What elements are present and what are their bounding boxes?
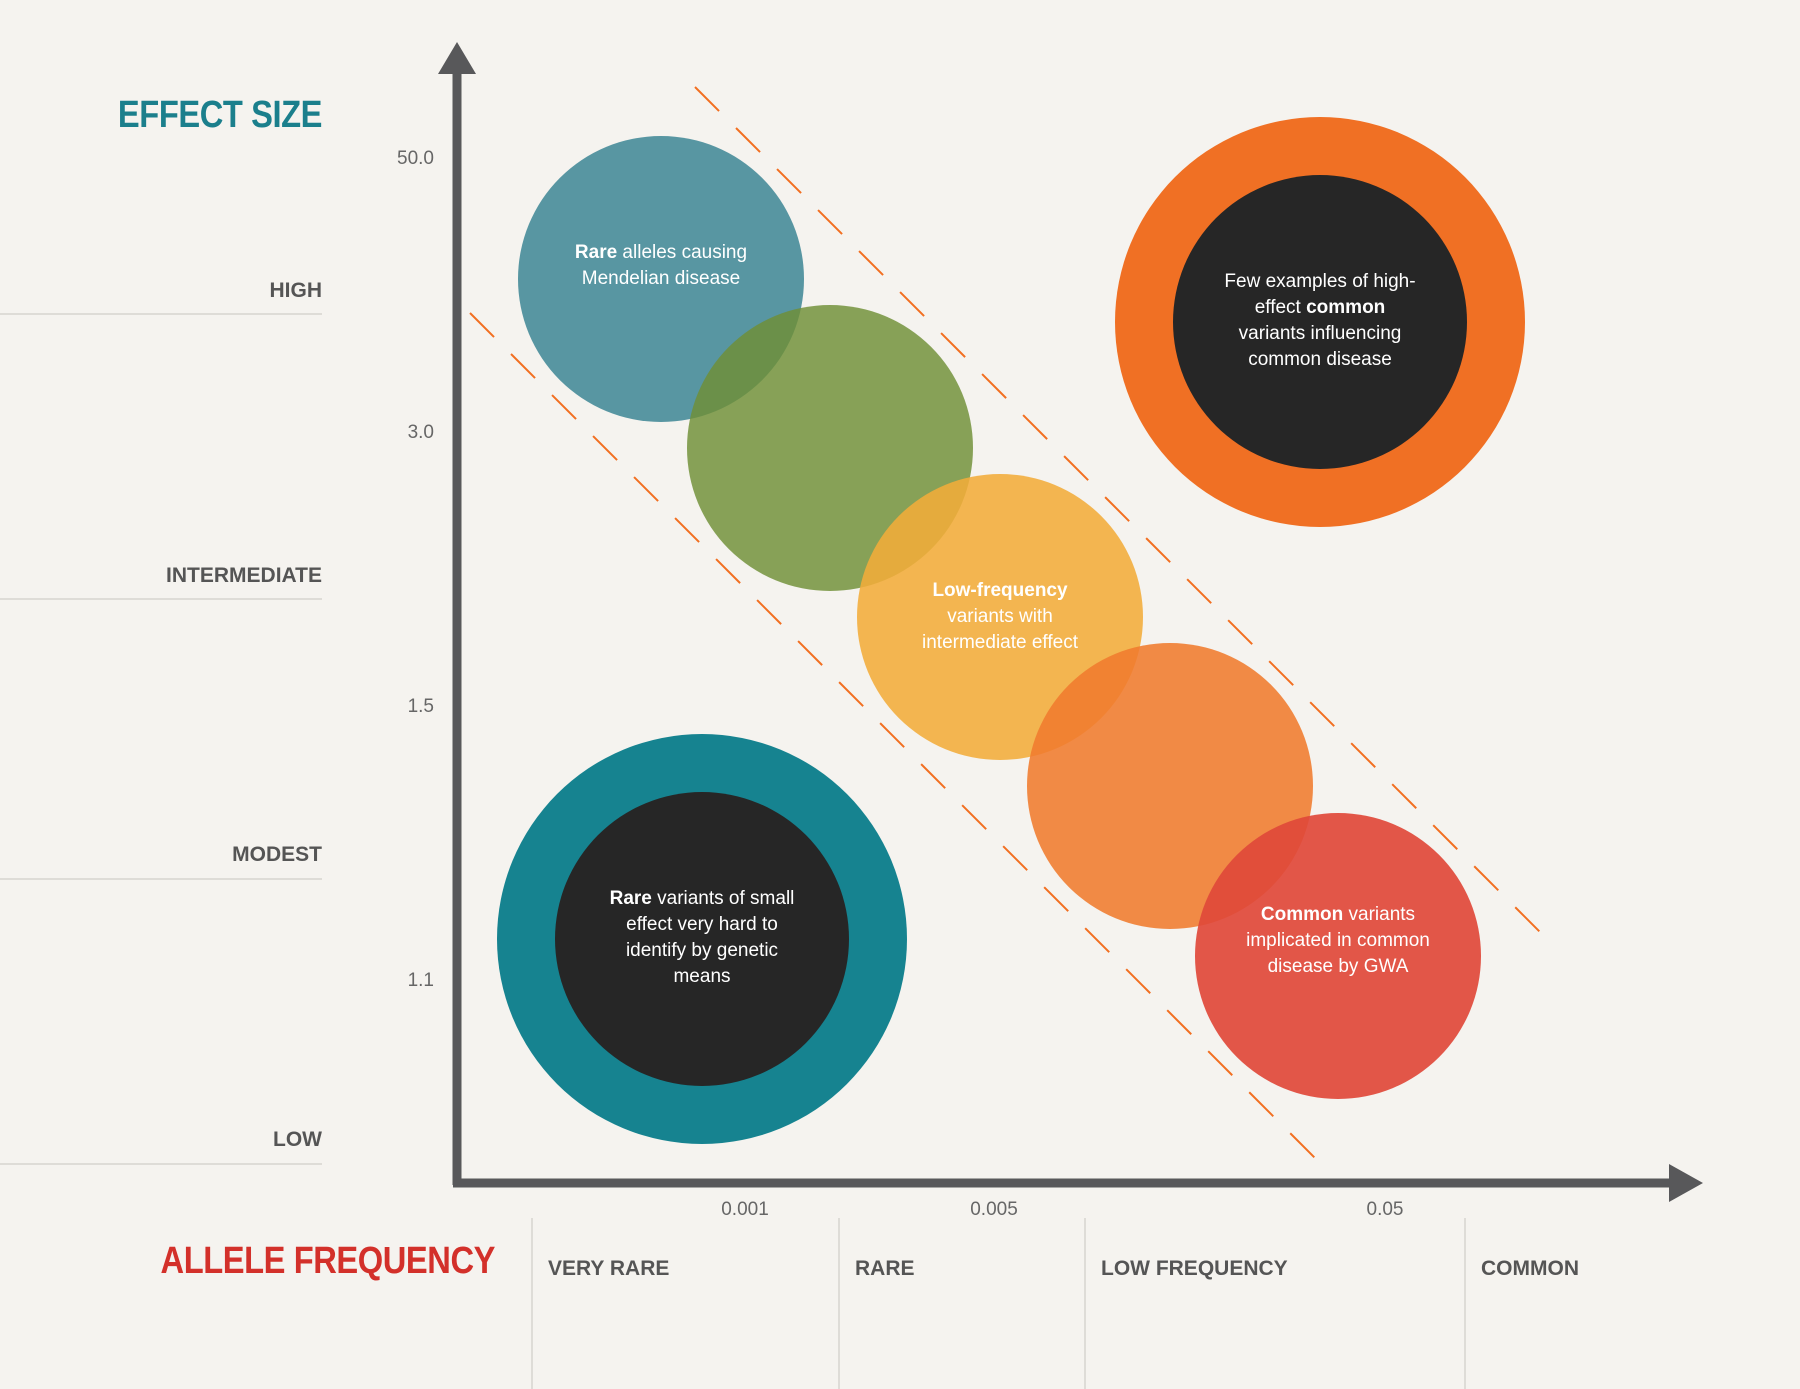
low-frequency-separator <box>1084 1218 1086 1389</box>
effect-level-high: HIGH <box>269 279 323 302</box>
category-very-rare: VERY RARE <box>548 1257 670 1280</box>
effect-level-low: LOW <box>273 1128 322 1151</box>
category-common: COMMON <box>1481 1257 1579 1280</box>
y-tick-3: 3.0 <box>407 422 434 443</box>
category-low-frequency: LOW FREQUENCY <box>1101 1257 1288 1280</box>
low-frequency-text: Low-frequency variants with intermediate… <box>922 580 1078 653</box>
rare-alleles-text: Rare alleles causing Mendelian disease <box>574 242 748 289</box>
x-tick-0-005: 0.005 <box>970 1199 1018 1220</box>
rare-small-inner-circle <box>555 792 849 1086</box>
rare-separator <box>838 1218 840 1389</box>
rare-small-effect-text: Rare variants of small effect very hard … <box>609 888 795 987</box>
x-tick-0-05: 0.05 <box>1366 1199 1404 1220</box>
high-divider <box>0 313 322 315</box>
x-axis-arrow <box>1669 1164 1703 1202</box>
effect-level-modest: MODEST <box>232 843 322 866</box>
very-rare-separator <box>531 1218 533 1389</box>
allele-frequency-title: ALLELE FREQUENCY <box>160 1240 496 1282</box>
y-tick-1-1: 1.1 <box>407 970 434 991</box>
lower-dashed-guide <box>469 312 1329 1172</box>
few-common-inner-circle <box>1173 175 1467 469</box>
modest-divider <box>0 878 322 880</box>
common-variants-bubble <box>1195 813 1481 1099</box>
y-tick-50: 50.0 <box>397 148 434 169</box>
low-divider <box>0 1163 322 1165</box>
x-tick-0-001: 0.001 <box>721 1199 769 1220</box>
category-rare: RARE <box>855 1257 915 1280</box>
upper-dashed-guide <box>694 86 1554 946</box>
common-separator <box>1464 1218 1466 1389</box>
common-variants-text: Common variants implicated in common dis… <box>1246 904 1430 977</box>
intermediate-divider <box>0 598 322 600</box>
effect-size-title: EFFECT SIZE <box>117 94 323 136</box>
y-tick-1-5: 1.5 <box>407 696 434 717</box>
y-axis-arrow <box>438 42 476 74</box>
effect-level-intermediate: INTERMEDIATE <box>166 564 322 587</box>
few-common-text: Few examples of high-effect common varia… <box>1224 271 1416 370</box>
